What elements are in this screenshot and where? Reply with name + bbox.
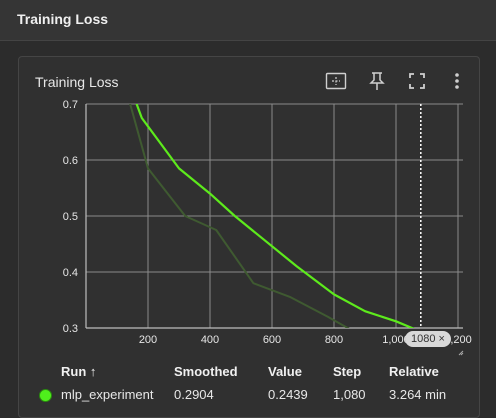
x-tick-label: 200	[139, 334, 157, 346]
section-header: Training Loss	[0, 0, 496, 41]
y-tick-label: 0.6	[63, 155, 78, 167]
fit-domain-icon[interactable]	[324, 69, 348, 93]
y-tick-label: 0.4	[63, 267, 78, 279]
x-tick-label: 600	[263, 334, 281, 346]
y-tick-label: 0.7	[63, 99, 78, 111]
step-marker-label: 1080	[411, 333, 436, 345]
run-color-dot	[39, 389, 52, 402]
chart-card: Training Loss	[18, 56, 480, 418]
run-step: 1,080	[333, 387, 366, 402]
section-title: Training Loss	[17, 11, 109, 27]
chart-axes	[85, 104, 463, 329]
y-tick-label: 0.3	[63, 323, 78, 335]
run-name: mlp_experiment	[61, 387, 154, 402]
run-relative: 3.264 min	[389, 387, 447, 402]
run-smoothed: 0.2904	[174, 387, 214, 402]
series-line-smoothed	[135, 104, 415, 328]
run-value: 0.2439	[268, 387, 308, 402]
col-header-value[interactable]: Value	[268, 364, 302, 379]
more-vert-icon[interactable]	[445, 69, 469, 93]
close-icon[interactable]: ×	[438, 333, 445, 345]
resize-handle-icon[interactable]	[458, 350, 464, 356]
pin-icon[interactable]	[365, 69, 389, 93]
chart-series	[129, 104, 415, 328]
card-title: Training Loss	[35, 74, 119, 90]
col-header-run[interactable]: Run ↑	[61, 364, 97, 379]
chart-grid	[86, 103, 463, 329]
x-tick-label: 400	[201, 334, 219, 346]
col-header-step[interactable]: Step	[333, 364, 362, 379]
series-line-raw	[129, 104, 350, 328]
col-header-smoothed[interactable]: Smoothed	[174, 364, 238, 379]
step-marker-badge[interactable]: 1080 ×	[405, 331, 451, 347]
x-tick-label: 1,000	[382, 334, 410, 346]
col-header-relative[interactable]: Relative	[389, 364, 439, 379]
y-tick-label: 0.5	[63, 211, 78, 223]
fullscreen-icon[interactable]	[405, 69, 429, 93]
x-tick-label: 1,200	[444, 334, 472, 346]
chart-tick-labels: 0.3 0.4 0.5 0.6 0.7 200 400 600 800 1,000 1,200	[63, 99, 472, 346]
x-tick-label: 800	[325, 334, 343, 346]
